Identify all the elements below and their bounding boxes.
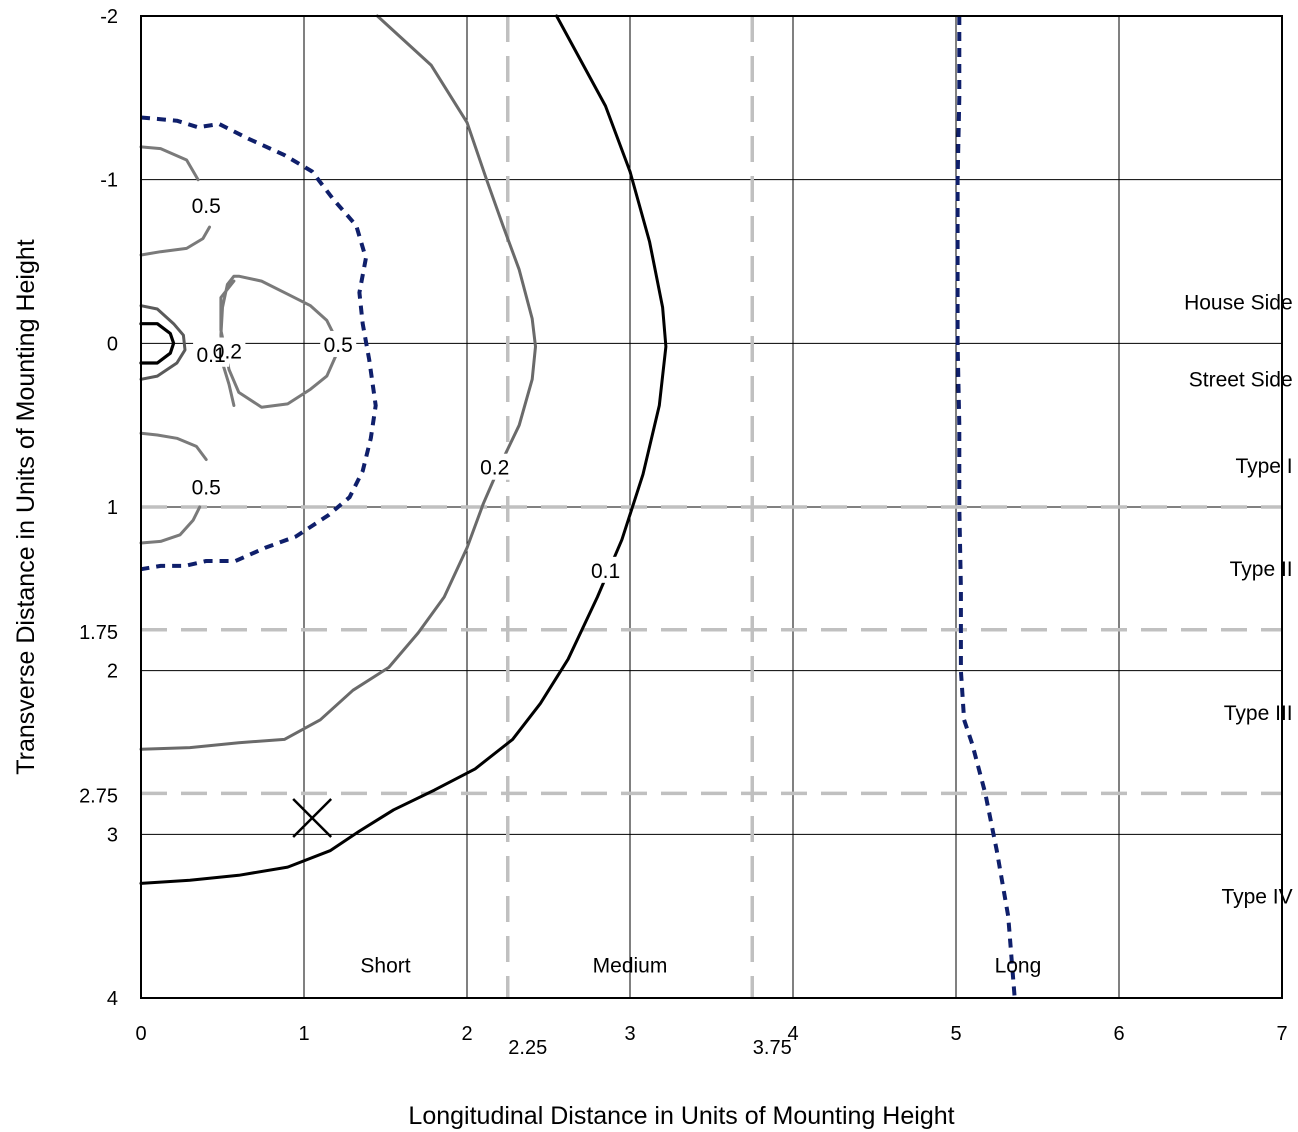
contour-label-bg	[188, 191, 225, 218]
series-lines	[139, 14, 1017, 999]
region-labels: House Side Street Side Type I Type II Type I…	[360, 291, 1292, 977]
x-tick-label-boundary: 2.25	[508, 1037, 547, 1059]
marker-stroke	[292, 798, 333, 838]
x-tick-label: 4	[787, 1023, 798, 1045]
y-tick-label: 0	[107, 333, 118, 355]
contour-label: 0.2	[213, 341, 242, 364]
region-label-longitudinal: Medium	[593, 954, 668, 977]
contour-label-bg	[476, 453, 513, 480]
x-tick-label: 3	[624, 1023, 635, 1045]
y-tick-label: 1	[107, 497, 118, 519]
marker-x	[292, 798, 333, 838]
y-tick-label: 2	[107, 661, 118, 683]
region-label-transverse: Type IV	[1221, 886, 1292, 909]
region-label-transverse: House Side	[1184, 291, 1293, 314]
y-tick-label: -2	[100, 6, 118, 28]
y-tick-label-boundary: 1.75	[79, 622, 118, 644]
boundary-lines	[141, 16, 1282, 998]
contour-line-10	[955, 16, 1017, 999]
contour-label: 0.5	[192, 476, 221, 499]
contour-label: 0.1	[196, 344, 225, 367]
region-label-transverse: Street Side	[1189, 368, 1293, 391]
plot-frame	[140, 15, 1283, 999]
y-tick-label: 3	[107, 824, 118, 846]
y-tick-label-boundary: 2.75	[79, 785, 118, 807]
x-tick-label: 7	[1276, 1023, 1287, 1045]
x-tick-label: 1	[298, 1023, 309, 1045]
contour-label: 0.5	[192, 195, 221, 218]
y-tick-label: -1	[100, 170, 118, 192]
y-tick-labels: -2 -1 0 1 2 3 4 1.75 2.75	[79, 6, 118, 1010]
contour-label: 0.2	[480, 457, 509, 480]
x-tick-labels: 0 1 2 3 4 5 6 7 2.25 3.75	[135, 1023, 1287, 1059]
region-label-longitudinal: Short	[360, 954, 410, 977]
x-tick-label: 6	[1113, 1023, 1124, 1045]
x-tick-label: 0	[135, 1023, 146, 1045]
x-tick-label: 5	[950, 1023, 961, 1045]
contour-label-bg	[193, 340, 230, 367]
contour-label-bg	[320, 330, 357, 357]
x-tick-label: 2	[461, 1023, 472, 1045]
contour-line-9	[139, 14, 668, 885]
region-label-transverse: Type II	[1230, 558, 1293, 581]
y-axis-title: Transverse Distance in Units of Mounting…	[12, 239, 40, 774]
region-label-transverse: Type III	[1224, 702, 1293, 725]
contour-label-bg	[188, 473, 225, 500]
region-label-longitudinal: Long	[995, 954, 1042, 977]
contour-label: 0.1	[591, 560, 620, 583]
y-tick-label: 4	[107, 988, 118, 1010]
contour-line-3	[139, 145, 200, 182]
contour-label-bg	[587, 556, 624, 583]
contour-line-5	[139, 431, 208, 461]
contour-label: 0.5	[324, 334, 353, 357]
contour-line-4	[139, 225, 211, 257]
contour-line-8	[139, 14, 537, 751]
contour-line-0	[139, 322, 176, 365]
contour-line-7	[140, 115, 378, 572]
x-axis-title: Longitudinal Distance in Units of Mounti…	[408, 1102, 954, 1130]
x-tick-label-boundary: 3.75	[753, 1037, 792, 1059]
region-label-transverse: Type I	[1235, 455, 1292, 478]
contour-line-6	[139, 505, 202, 545]
contour-line-1	[139, 304, 187, 381]
contour-labels: 0.50.50.50.20.10.20.1	[188, 191, 624, 583]
